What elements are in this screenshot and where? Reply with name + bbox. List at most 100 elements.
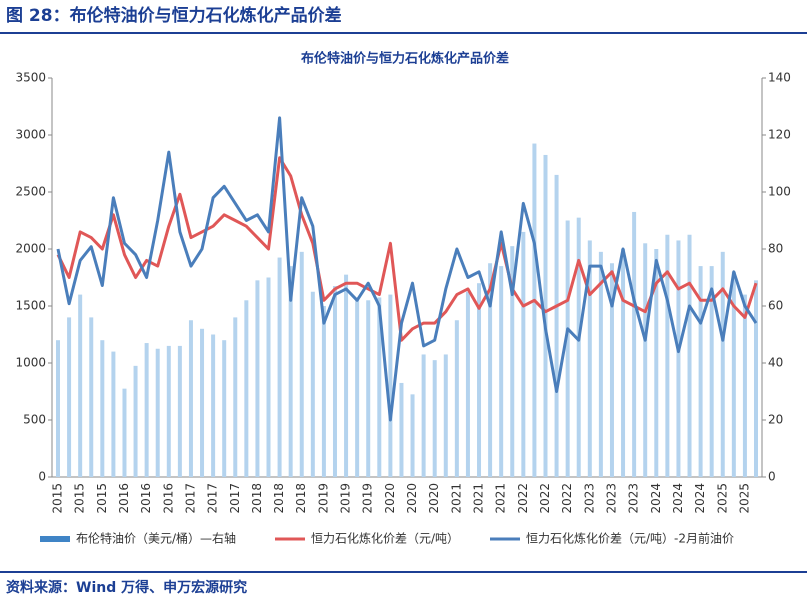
bar: [576, 217, 581, 477]
bar: [366, 300, 371, 477]
bar: [255, 280, 260, 477]
legend-swatch: [40, 536, 70, 542]
bar: [565, 220, 570, 477]
source: 资料来源：Wind 万得、申万宏源研究: [6, 579, 247, 596]
bar: [587, 240, 592, 477]
bar: [377, 297, 382, 477]
bar: [222, 340, 227, 477]
x-tick-label: 2021: [494, 483, 508, 514]
bar: [554, 174, 559, 477]
bar: [510, 246, 515, 477]
bar: [465, 291, 470, 477]
bar: [288, 266, 293, 477]
x-tick-label: 2020: [383, 483, 397, 514]
x-tick-label: 2024: [693, 483, 707, 514]
x-tick-label: 2016: [117, 483, 131, 514]
line: [56, 156, 758, 342]
bar: [166, 345, 171, 477]
x-tick-label: 2017: [183, 483, 197, 514]
x-tick-label: 2020: [405, 483, 419, 514]
x-tick-label: 2015: [73, 483, 87, 514]
y-tick-label: 3500: [15, 71, 46, 85]
bar: [188, 320, 193, 477]
x-tick-label: 2024: [671, 483, 685, 514]
bar: [654, 249, 659, 477]
bar: [78, 294, 83, 477]
bar: [643, 243, 648, 477]
x-tick-label: 2022: [560, 483, 574, 514]
x-tick-label: 2016: [161, 483, 175, 514]
bar: [177, 345, 182, 477]
bar: [499, 266, 504, 477]
bar: [665, 234, 670, 477]
bar: [742, 294, 747, 477]
bar: [754, 280, 758, 477]
y-tick-label: 2000: [15, 242, 46, 256]
bar: [521, 231, 526, 477]
x-tick-label: 2017: [206, 483, 220, 514]
bar: [200, 328, 205, 477]
bar: [676, 240, 681, 477]
legend-label: 恒力石化炼化价差（元/吨）-2月前油价: [526, 531, 734, 546]
y2-tick-label: 20: [768, 413, 783, 427]
y-tick-label: 2500: [15, 185, 46, 199]
bar: [543, 154, 548, 477]
bar: [632, 211, 637, 477]
bar: [443, 354, 448, 477]
x-tick-label: 2018: [294, 483, 308, 514]
y2-tick-label: 40: [768, 356, 783, 370]
x-tick-label: 2019: [339, 483, 353, 514]
y2-tick-label: 140: [768, 71, 791, 85]
x-tick-label: 2023: [582, 483, 596, 514]
bar: [598, 251, 603, 477]
y-tick-label: 0: [38, 470, 46, 484]
bar: [266, 277, 271, 477]
x-tick-label: 2022: [516, 483, 530, 514]
bar: [321, 306, 326, 477]
y2-tick-label: 60: [768, 299, 783, 313]
bar: [488, 263, 493, 477]
bar: [609, 263, 614, 477]
x-tick-label: 2015: [51, 483, 65, 514]
y2-tick-label: 0: [768, 470, 776, 484]
x-tick-label: 2015: [95, 483, 109, 514]
bar: [388, 294, 393, 477]
x-tick-label: 2019: [316, 483, 330, 514]
line: [56, 116, 758, 422]
bar: [133, 365, 138, 477]
x-tick-label: 2018: [250, 483, 264, 514]
bar: [277, 257, 282, 477]
bar: [731, 271, 736, 477]
x-tick-label: 2025: [737, 483, 751, 514]
bar: [299, 251, 304, 477]
bar: [720, 251, 725, 477]
bar: [532, 143, 537, 478]
x-tick-label: 2017: [228, 483, 242, 514]
bar: [421, 354, 426, 477]
bar: [155, 348, 160, 477]
bar: [233, 317, 238, 477]
bar: [244, 300, 249, 477]
x-tick-label: 2021: [472, 483, 486, 514]
y2-tick-label: 120: [768, 128, 791, 142]
bar: [111, 351, 116, 477]
legend-label: 恒力石化炼化价差（元/吨）: [311, 531, 459, 546]
bar: [698, 266, 703, 477]
y-tick-label: 1000: [15, 356, 46, 370]
bar: [432, 360, 437, 477]
page-title: 图 28：布伦特油价与恒力石化炼化产品价差: [6, 5, 342, 26]
bar: [621, 249, 626, 477]
bar: [332, 286, 337, 477]
bar: [144, 343, 149, 477]
x-tick-label: 2023: [604, 483, 618, 514]
y-tick-label: 3000: [15, 128, 46, 142]
y2-tick-label: 80: [768, 242, 783, 256]
bar: [355, 297, 360, 477]
bar: [709, 266, 714, 477]
legend-label: 布伦特油价（美元/桶）—右轴: [76, 531, 236, 546]
bar: [344, 274, 349, 477]
bar: [477, 283, 482, 477]
x-tick-label: 2022: [538, 483, 552, 514]
y-tick-label: 1500: [15, 299, 46, 313]
